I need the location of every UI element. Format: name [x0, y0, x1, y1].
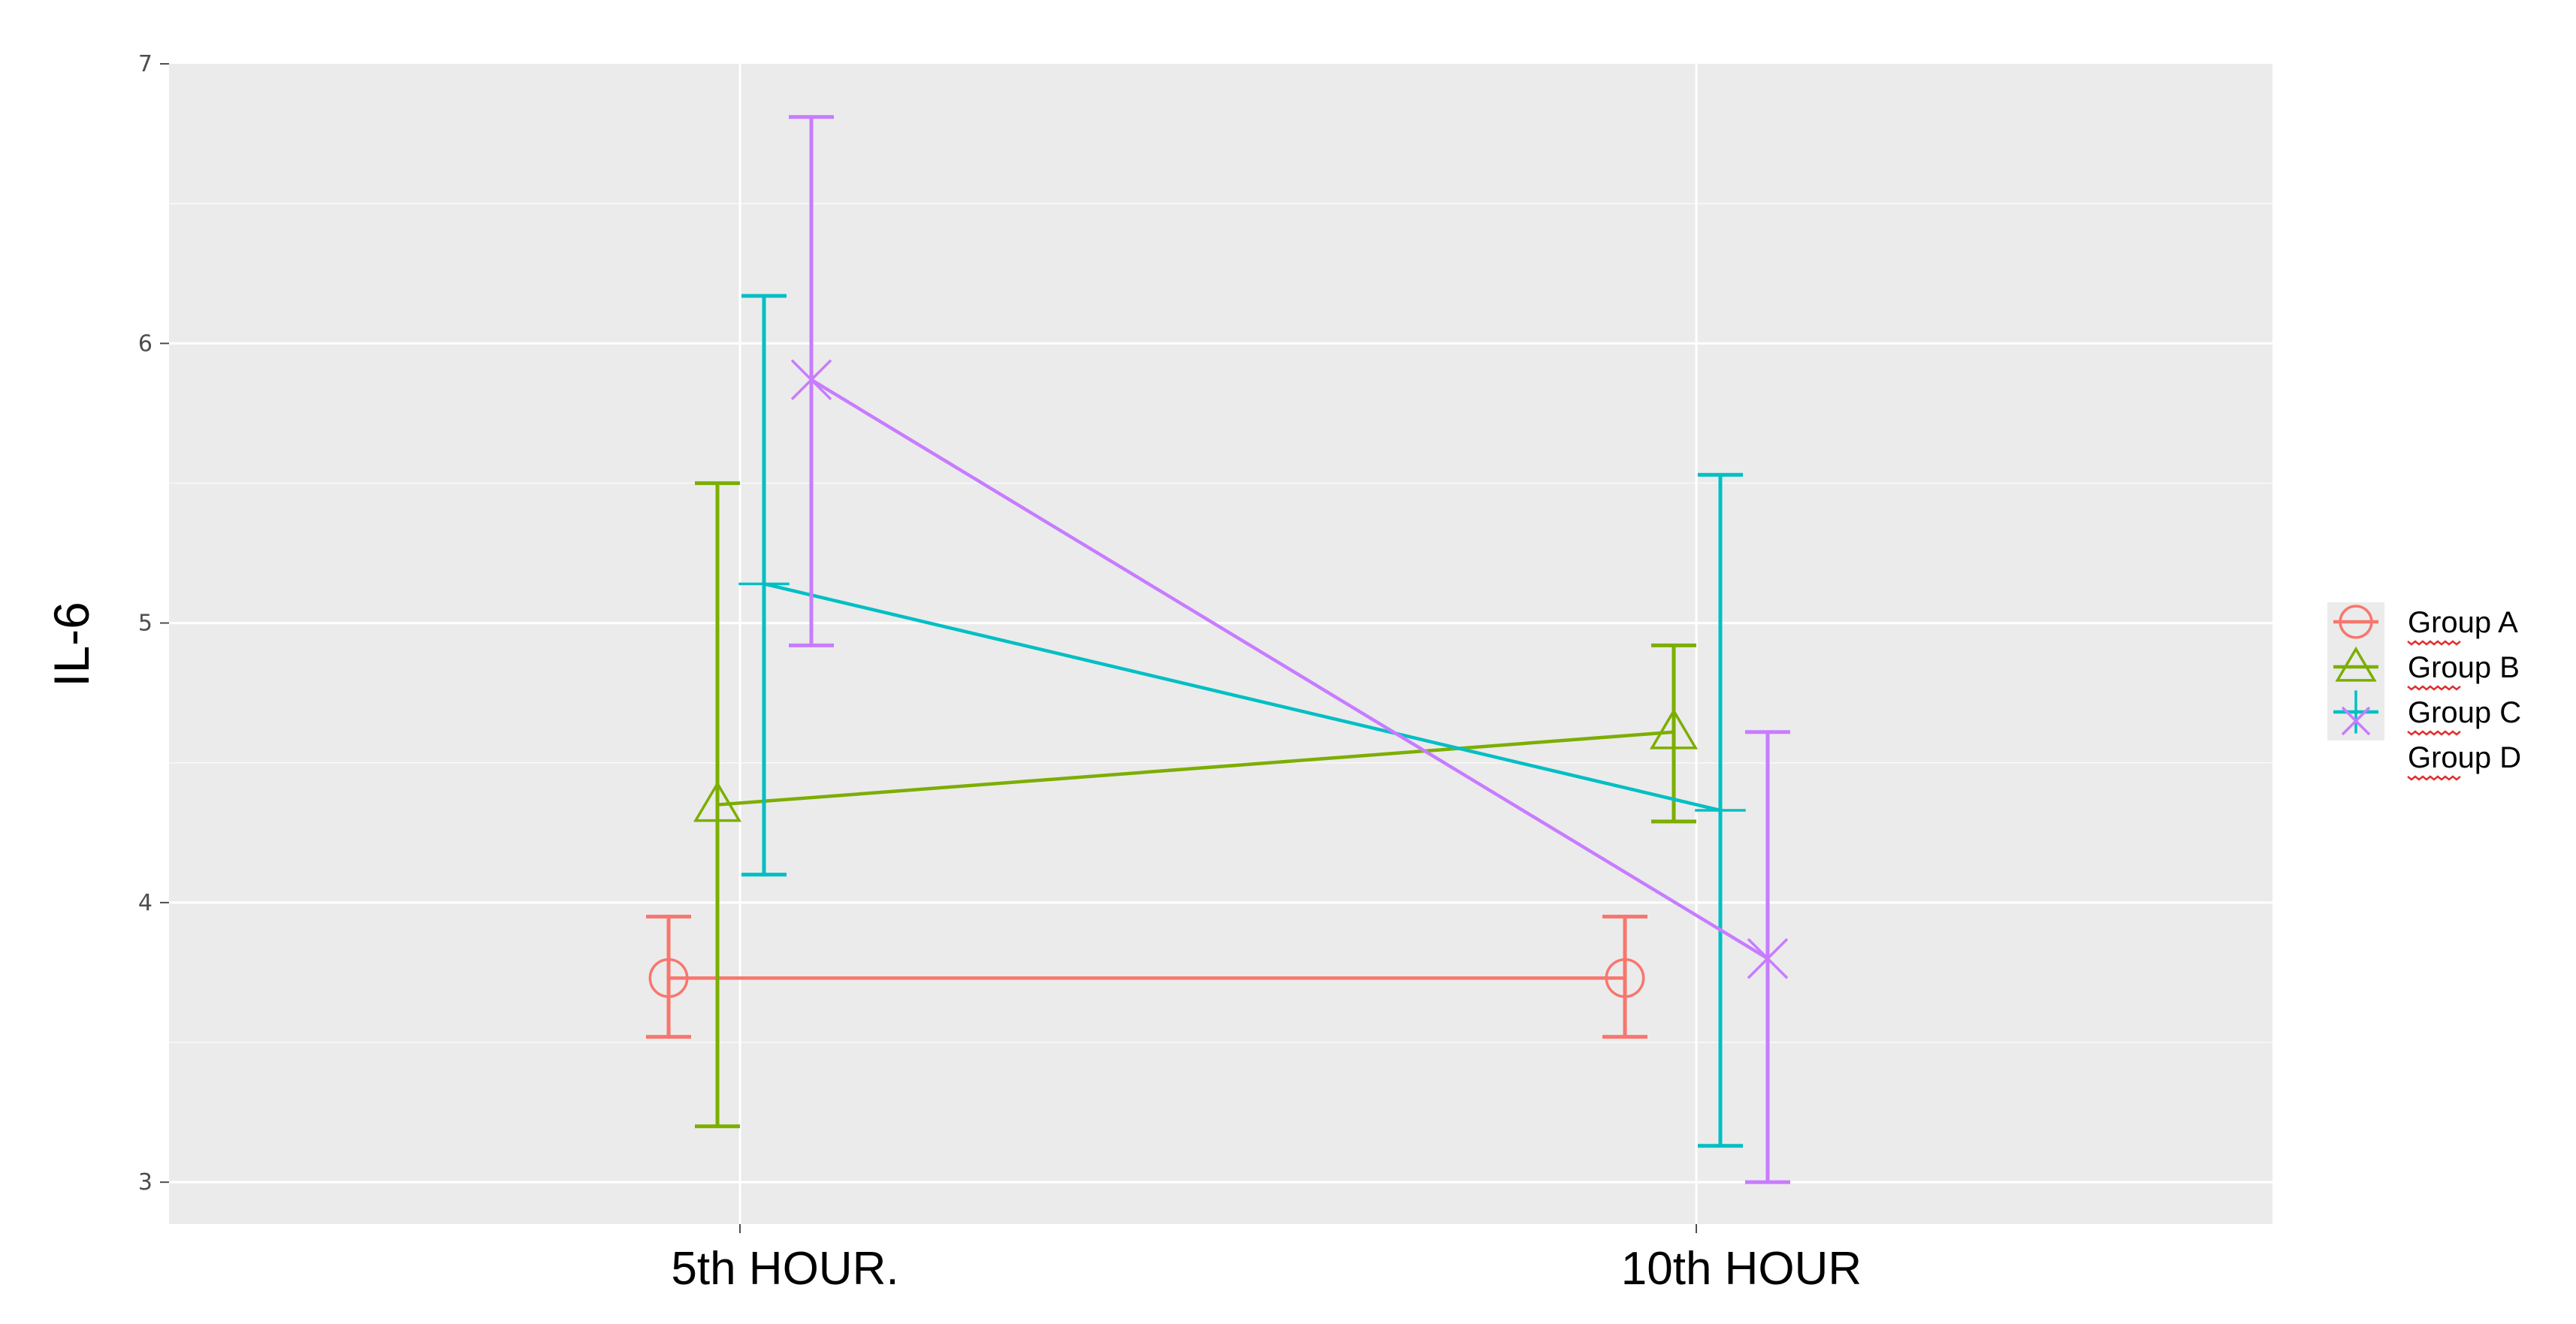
- legend-key: [2333, 646, 2378, 682]
- legend-label: Group A: [2408, 606, 2518, 639]
- x-axis-ticks: 5th HOUR. 10th HOUR: [671, 1224, 1862, 1295]
- series-group-a: [646, 914, 1647, 1039]
- series-line: [810, 378, 1769, 961]
- spellcheck-underline: [2407, 640, 2461, 646]
- data-point-b: [790, 359, 832, 400]
- legend-key: [2341, 706, 2371, 736]
- data-point: [1747, 938, 1789, 979]
- series-line: [763, 582, 1721, 813]
- y-tick-label: 3: [138, 1169, 153, 1196]
- data-point-b: [1747, 938, 1789, 979]
- series-layer: [646, 115, 1790, 1184]
- y-tick-label: 6: [138, 330, 153, 357]
- legend-key: [2333, 690, 2378, 734]
- x-tick-label: 5th HOUR.: [671, 1243, 898, 1295]
- spellcheck-underline: [2407, 775, 2461, 781]
- minor-gridlines: [169, 203, 2272, 1043]
- plot-panel: [169, 64, 2272, 1224]
- data-point: [790, 359, 832, 400]
- data-point: [693, 781, 742, 822]
- legend-key-marker-b: [2341, 706, 2371, 736]
- legend-key: [2333, 605, 2378, 639]
- legend-label: Group D: [2408, 741, 2521, 774]
- legend-label: Group C: [2408, 696, 2521, 729]
- spellcheck-underline: [2407, 730, 2461, 736]
- y-tick-label: 7: [138, 51, 153, 77]
- legend: Group A Group B Group C Group D: [2327, 602, 2521, 781]
- data-point: [738, 558, 790, 610]
- y-axis-title: IL-6: [44, 602, 99, 687]
- series-group-b: [693, 481, 1699, 1129]
- series-line: [717, 730, 1675, 807]
- data-point: [648, 958, 689, 998]
- y-tick-label: 5: [138, 611, 153, 637]
- data-point: [1605, 958, 1645, 998]
- legend-key-marker: [2339, 605, 2373, 639]
- legend-key-marker: [2341, 706, 2371, 736]
- x-tick-label: 10th HOUR: [1621, 1243, 1862, 1295]
- spellcheck-underline: [2407, 685, 2461, 691]
- data-point: [1695, 785, 1746, 836]
- series-group-c: [738, 294, 1746, 1148]
- y-tick-label: 4: [138, 890, 153, 916]
- data-point: [1649, 708, 1699, 749]
- legend-label: Group B: [2408, 651, 2520, 684]
- series-group-d: [789, 115, 1790, 1184]
- legend-key-marker: [2335, 646, 2377, 682]
- legend-key-marker: [2334, 690, 2378, 734]
- y-axis-ticks: 3 4 5 6 7: [138, 51, 169, 1196]
- major-gridlines: [169, 64, 2272, 1224]
